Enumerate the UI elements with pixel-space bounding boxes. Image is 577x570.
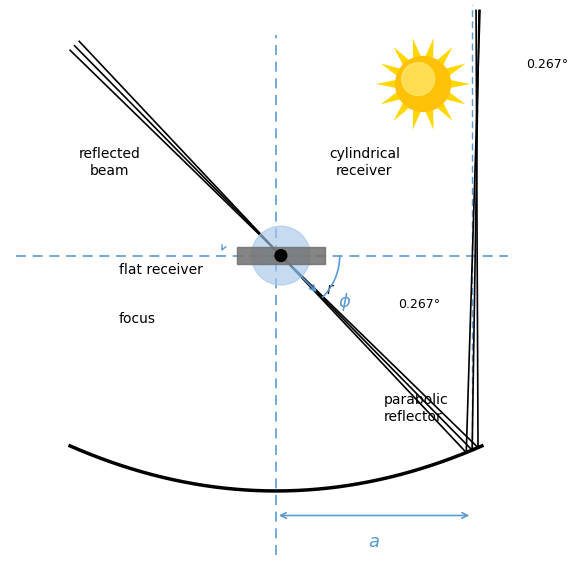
Polygon shape xyxy=(437,103,452,121)
Circle shape xyxy=(396,56,451,111)
Polygon shape xyxy=(413,38,421,58)
Text: 0.267°: 0.267° xyxy=(526,58,568,71)
Text: focus: focus xyxy=(119,312,156,327)
Text: r: r xyxy=(327,282,333,296)
Polygon shape xyxy=(450,80,470,88)
Polygon shape xyxy=(425,109,433,130)
Polygon shape xyxy=(394,47,409,65)
Text: flat receiver: flat receiver xyxy=(119,263,203,277)
Polygon shape xyxy=(381,92,400,104)
Polygon shape xyxy=(394,103,409,121)
Polygon shape xyxy=(446,92,466,104)
Circle shape xyxy=(252,226,310,285)
Polygon shape xyxy=(446,63,466,76)
Text: parabolic
reflector: parabolic reflector xyxy=(384,393,448,424)
Polygon shape xyxy=(413,109,421,130)
Polygon shape xyxy=(376,80,396,88)
Polygon shape xyxy=(425,38,433,58)
Polygon shape xyxy=(381,63,400,76)
Circle shape xyxy=(275,250,287,262)
Text: 0.267°: 0.267° xyxy=(399,298,441,311)
Bar xyxy=(237,247,325,264)
Text: cylindrical
receiver: cylindrical receiver xyxy=(329,146,400,178)
Polygon shape xyxy=(437,47,452,65)
Text: reflected
beam: reflected beam xyxy=(78,146,140,178)
Circle shape xyxy=(402,63,434,96)
Text: a: a xyxy=(369,533,380,551)
Text: ϕ: ϕ xyxy=(338,293,350,311)
